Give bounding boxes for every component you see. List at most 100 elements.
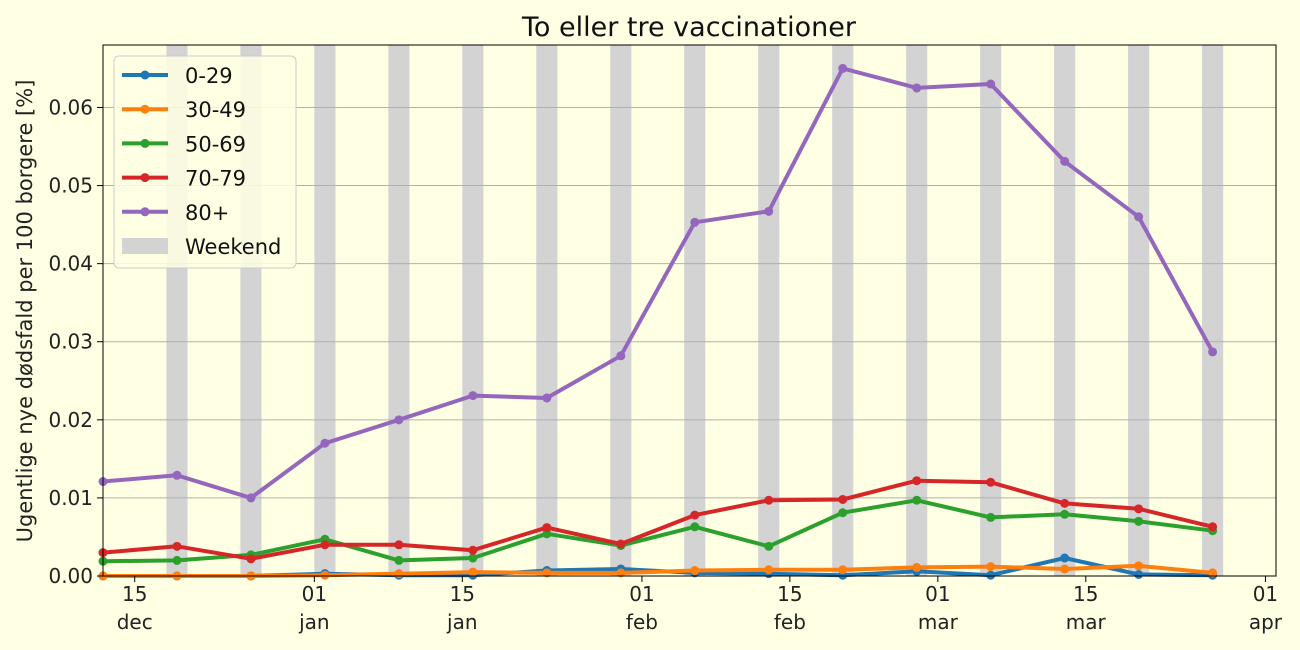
data-point xyxy=(1134,516,1144,526)
y-tick-label: 0.03 xyxy=(48,330,93,354)
legend-label: 30-49 xyxy=(185,98,246,122)
y-tick-label: 0.00 xyxy=(48,564,93,588)
legend-marker xyxy=(140,70,150,80)
data-point xyxy=(1060,156,1070,166)
data-point xyxy=(690,510,700,520)
data-point xyxy=(690,522,700,532)
legend-label: 50-69 xyxy=(185,132,246,156)
data-point xyxy=(764,206,774,216)
data-point xyxy=(912,562,922,572)
data-point xyxy=(1060,498,1070,508)
x-tick-day-label: 15 xyxy=(1073,582,1098,606)
x-tick-month-label: feb xyxy=(626,610,658,634)
data-point xyxy=(1208,522,1218,532)
weekend-band xyxy=(684,45,706,576)
y-tick-label: 0.06 xyxy=(48,95,93,119)
x-tick-month-label: jan xyxy=(298,610,330,634)
data-point xyxy=(1060,553,1070,563)
weekend-band xyxy=(1128,45,1150,576)
chart-title: To eller tre vaccinationer xyxy=(521,12,857,43)
data-point xyxy=(838,565,848,575)
data-point xyxy=(690,566,700,576)
data-point xyxy=(1060,564,1070,574)
weekend-band xyxy=(758,45,780,576)
series-line xyxy=(102,66,1215,500)
data-point xyxy=(468,567,478,577)
weekend-bands xyxy=(166,45,1224,576)
x-tick-day-label: 15 xyxy=(450,582,475,606)
data-point xyxy=(986,512,996,522)
x-tick-month-label: jan xyxy=(446,610,478,634)
weekend-band xyxy=(610,45,632,576)
y-tick-label: 0.01 xyxy=(48,486,93,510)
data-point xyxy=(616,568,626,578)
weekend-band xyxy=(980,45,1002,576)
legend: 0-29 30-49 50-69 70-79 80+ Weekend xyxy=(113,55,297,269)
weekend-band xyxy=(462,45,484,576)
data-point xyxy=(542,529,552,539)
data-point xyxy=(764,495,774,505)
legend-label: 70-79 xyxy=(185,167,246,191)
data-point xyxy=(394,555,404,565)
data-point xyxy=(1134,561,1144,571)
data-point xyxy=(1060,509,1070,519)
data-point xyxy=(468,545,478,555)
data-point xyxy=(838,508,848,518)
data-point xyxy=(1208,568,1218,578)
legend-label: Weekend xyxy=(185,235,281,259)
x-tick-month-label: mar xyxy=(918,610,959,634)
weekend-band xyxy=(536,45,558,576)
data-point xyxy=(838,63,848,73)
data-point xyxy=(1134,569,1144,579)
data-point xyxy=(986,570,996,580)
data-point xyxy=(320,438,330,448)
data-point xyxy=(912,495,922,505)
data-point xyxy=(542,393,552,403)
weekend-band xyxy=(388,45,410,576)
weekend-band xyxy=(314,45,336,576)
y-tick-label: 0.02 xyxy=(48,408,93,432)
data-point xyxy=(616,539,626,549)
data-point xyxy=(690,217,700,227)
y-axis-ticks: 0.00 0.01 0.02 0.03 0.04 0.05 0.06 xyxy=(48,95,103,588)
data-point xyxy=(912,83,922,93)
x-tick-day-label: 01 xyxy=(629,582,654,606)
data-point xyxy=(542,568,552,578)
data-point xyxy=(468,391,478,401)
y-axis-label: Ugentlige nye dødsfald per 100 borgere [… xyxy=(13,80,37,543)
legend-marker xyxy=(140,104,150,114)
weekend-band xyxy=(1202,45,1224,576)
data-point xyxy=(1134,212,1144,222)
legend-label: 0-29 xyxy=(185,64,233,88)
x-tick-day-label: 15 xyxy=(122,582,147,606)
data-point xyxy=(542,523,552,533)
x-axis-ticks: 15 dec 01 jan 15 jan 01 feb 15 feb 01 mar 15 mar 01 apr xyxy=(117,576,1283,634)
data-point xyxy=(320,570,330,580)
data-point xyxy=(394,569,404,579)
x-tick-day-label: 01 xyxy=(925,582,950,606)
legend-weekend-swatch xyxy=(122,238,168,254)
data-point xyxy=(468,553,478,563)
x-tick-day-label: 01 xyxy=(1253,582,1278,606)
x-tick-month-label: dec xyxy=(117,610,153,634)
data-point xyxy=(986,477,996,487)
data-point xyxy=(1134,504,1144,514)
weekend-band xyxy=(832,45,854,576)
data-point xyxy=(320,540,330,550)
series-80+ xyxy=(98,63,1218,503)
legend-items: 0-29 30-49 50-69 70-79 80+ Weekend xyxy=(122,64,281,259)
data-point xyxy=(246,554,256,564)
data-point xyxy=(986,562,996,572)
data-point xyxy=(172,555,182,565)
x-tick-month-label: feb xyxy=(774,610,806,634)
data-point xyxy=(838,494,848,504)
x-tick-day-label: 01 xyxy=(302,582,327,606)
weekend-band xyxy=(1054,45,1076,576)
x-tick-month-label: mar xyxy=(1066,610,1107,634)
series-line xyxy=(102,498,1213,564)
x-tick-day-label: 15 xyxy=(777,582,802,606)
grid-lines xyxy=(103,106,1276,577)
data-point xyxy=(764,565,774,575)
data-point xyxy=(986,79,996,89)
